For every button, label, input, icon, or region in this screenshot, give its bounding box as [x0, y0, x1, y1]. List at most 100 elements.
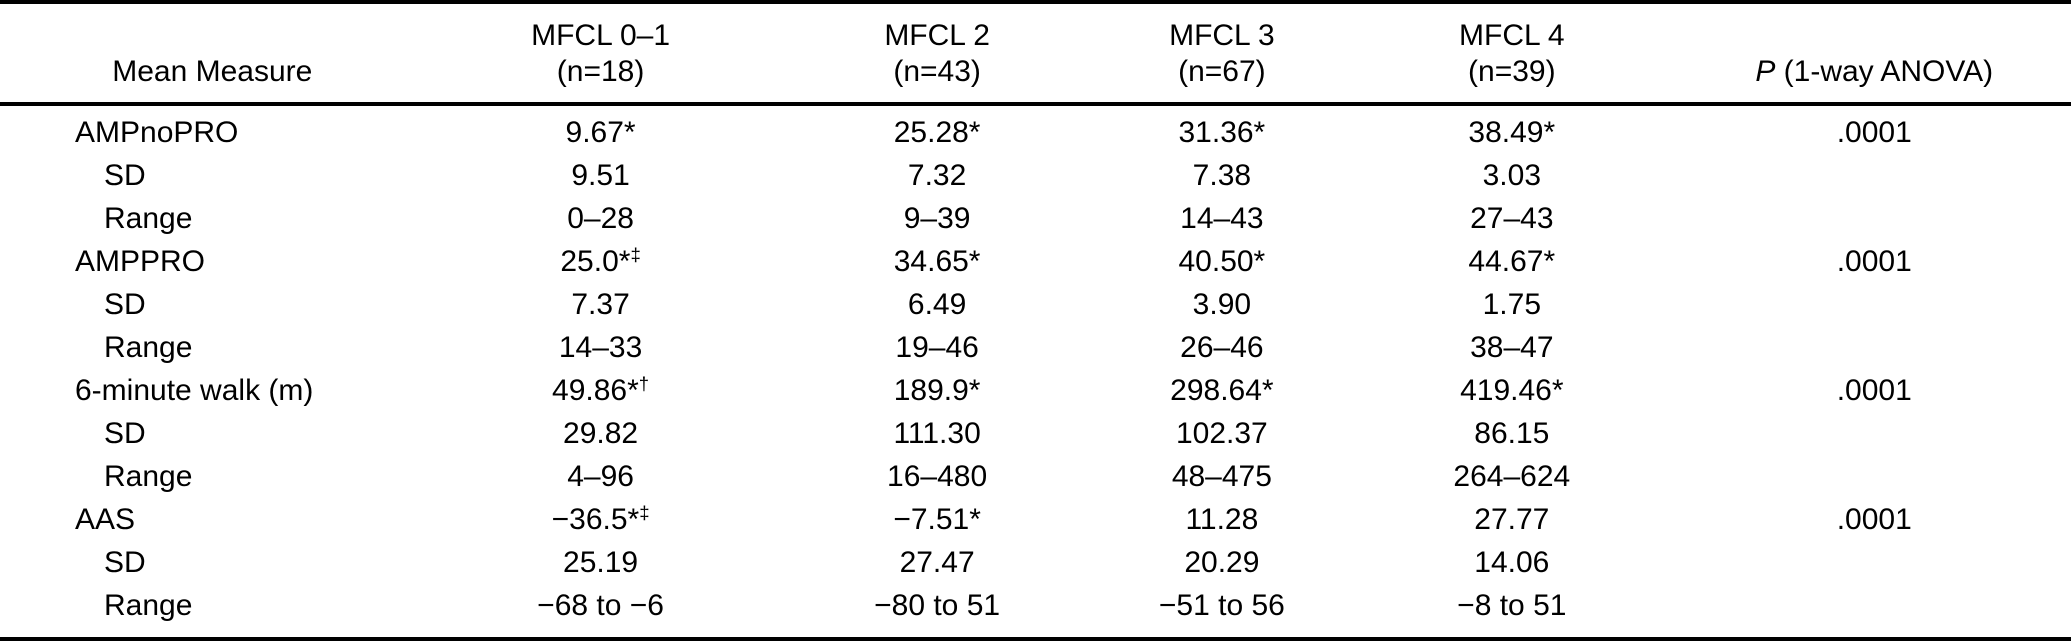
- p-value-cell: .0001: [1836, 116, 1912, 149]
- value-cell: −51 to 56: [1158, 589, 1285, 622]
- table-row: SD 7.37 6.49 3.90 1.75: [0, 283, 2071, 326]
- value-cell: 3.03: [1482, 159, 1541, 192]
- col-header-label: Mean Measure: [112, 55, 313, 88]
- col-header-mfcl-4: MFCL 4 (n=39): [1346, 2, 1677, 104]
- value-cell: 298.64*: [1170, 374, 1274, 407]
- col-header-sublabel: (n=67): [1178, 55, 1266, 88]
- value-cell: 3.90: [1192, 288, 1252, 321]
- double-dagger-mark: ‡: [630, 243, 641, 265]
- p-value-cell: [1677, 154, 2071, 197]
- measure-label: AMPnoPRO: [75, 116, 239, 149]
- table-row: Range −68 to −6 −80 to 51 −51 to 56 −8 to 51: [0, 584, 2071, 639]
- p-value-cell: [1677, 541, 2071, 584]
- value-cell: −68 to −6: [537, 589, 664, 622]
- p-value-cell: [1677, 283, 2071, 326]
- measure-label: AMPPRO: [75, 245, 206, 278]
- col-header-sublabel: (n=43): [893, 55, 981, 88]
- value-cell: 7.37: [571, 288, 630, 321]
- value-cell: 9.67*: [565, 116, 636, 149]
- table-row: SD 29.82 111.30 102.37 86.15: [0, 412, 2071, 455]
- sub-measure-label: SD: [104, 159, 146, 192]
- value-cell: 25.0*‡: [560, 243, 641, 278]
- value-cell: 34.65*: [893, 245, 981, 278]
- sub-measure-label: SD: [104, 288, 146, 321]
- value-cell: 16–480: [887, 460, 988, 493]
- p-value-cell: [1677, 412, 2071, 455]
- value-cell: −7.51*: [893, 503, 981, 536]
- table-row: Range 0–28 9–39 14–43 27–43: [0, 197, 2071, 240]
- value-cell: 189.9*: [893, 374, 981, 407]
- col-header-sublabel: (n=18): [556, 55, 645, 88]
- value-cell: 44.67*: [1468, 245, 1556, 278]
- value-cell: 29.82: [563, 417, 639, 450]
- value-cell: 264–624: [1453, 460, 1571, 493]
- value-cell: 38.49*: [1468, 116, 1556, 149]
- value-cell: 1.75: [1482, 288, 1541, 321]
- p-rest: (1-way ANOVA): [1775, 55, 1994, 88]
- value-cell: 9.51: [571, 159, 630, 192]
- value-cell: 11.28: [1185, 503, 1259, 536]
- measure-label: AAS: [75, 503, 136, 536]
- p-italic: P: [1755, 55, 1776, 88]
- col-header-label: MFCL 4: [1459, 19, 1565, 52]
- sub-measure-label: Range: [104, 460, 193, 493]
- p-value-cell: .0001: [1836, 245, 1912, 278]
- table-row: Range 4–96 16–480 48–475 264–624: [0, 455, 2071, 498]
- col-header-p-anova: P (1-way ANOVA): [1677, 2, 2071, 104]
- p-value-cell: [1677, 197, 2071, 240]
- table-row: AAS −36.5*‡ −7.51* 11.28 27.77 .0001: [0, 498, 2071, 541]
- value-cell: 4–96: [567, 460, 634, 493]
- table-row: AMPPRO 25.0*‡ 34.65* 40.50* 44.67* .0001: [0, 240, 2071, 283]
- value-cell: 25.28*: [893, 116, 981, 149]
- value-cell: 26–46: [1180, 331, 1264, 364]
- value-cell: 19–46: [895, 331, 979, 364]
- value-cell: 14–43: [1180, 202, 1264, 235]
- sub-measure-label: SD: [104, 546, 146, 579]
- col-header-mfcl-2: MFCL 2 (n=43): [777, 2, 1098, 104]
- table-row: SD 25.19 27.47 20.29 14.06: [0, 541, 2071, 584]
- sub-measure-label: SD: [104, 417, 146, 450]
- value-cell: 27.47: [899, 546, 975, 579]
- value-cell: 0–28: [567, 202, 634, 235]
- value-cell: 419.46*: [1460, 374, 1564, 407]
- col-header-label: MFCL 3: [1169, 19, 1275, 52]
- value-cell: 9–39: [903, 202, 971, 235]
- dagger-mark: †: [638, 372, 650, 394]
- p-value-cell: [1677, 455, 2071, 498]
- header-row: Mean Measure MFCL 0–1 (n=18) MFCL 2 (n=4…: [0, 2, 2071, 104]
- value-cell: 27.77: [1474, 503, 1550, 536]
- value-cell: 14.06: [1474, 546, 1550, 579]
- col-header-mfcl-0-1: MFCL 0–1 (n=18): [425, 2, 777, 104]
- table-header: Mean Measure MFCL 0–1 (n=18) MFCL 2 (n=4…: [0, 2, 2071, 104]
- p-value-cell: .0001: [1836, 374, 1912, 407]
- value-cell: −36.5*‡: [551, 501, 650, 536]
- table-row: SD 9.51 7.32 7.38 3.03: [0, 154, 2071, 197]
- measure-label: 6-minute walk (m): [75, 374, 314, 407]
- value-cell: 102.37: [1175, 417, 1268, 450]
- col-header-mean-measure: Mean Measure: [0, 2, 425, 104]
- p-value-cell: [1677, 326, 2071, 369]
- table-row: Range 14–33 19–46 26–46 38–47: [0, 326, 2071, 369]
- value-cell: 31.36*: [1178, 116, 1266, 149]
- table-row: 6-minute walk (m) 49.86*† 189.9* 298.64* 419…: [0, 369, 2071, 412]
- value-cell: 7.38: [1192, 159, 1252, 192]
- col-header-label: MFCL 0–1: [531, 19, 671, 52]
- value-cell: 27–43: [1470, 202, 1554, 235]
- table-body: AMPnoPRO 9.67* 25.28* 31.36* 38.49* .0001 SD 9.…: [0, 104, 2071, 639]
- double-dagger-mark: ‡: [639, 501, 650, 523]
- value-cell: 14–33: [558, 331, 643, 364]
- col-header-label: MFCL 2: [884, 19, 990, 52]
- col-header-mfcl-3: MFCL 3 (n=67): [1098, 2, 1347, 104]
- value-cell: 49.86*†: [552, 372, 650, 407]
- value-cell: 40.50*: [1178, 245, 1266, 278]
- value-cell: −80 to 51: [874, 589, 1001, 622]
- col-header-sublabel: (n=39): [1468, 55, 1556, 88]
- sub-measure-label: Range: [104, 331, 193, 364]
- value-cell: 7.32: [907, 159, 967, 192]
- p-value-cell: .0001: [1836, 503, 1912, 536]
- value-cell: 86.15: [1474, 417, 1550, 450]
- value-cell: 6.49: [907, 288, 967, 321]
- value-cell: 25.19: [563, 546, 639, 579]
- p-value-cell: [1677, 584, 2071, 639]
